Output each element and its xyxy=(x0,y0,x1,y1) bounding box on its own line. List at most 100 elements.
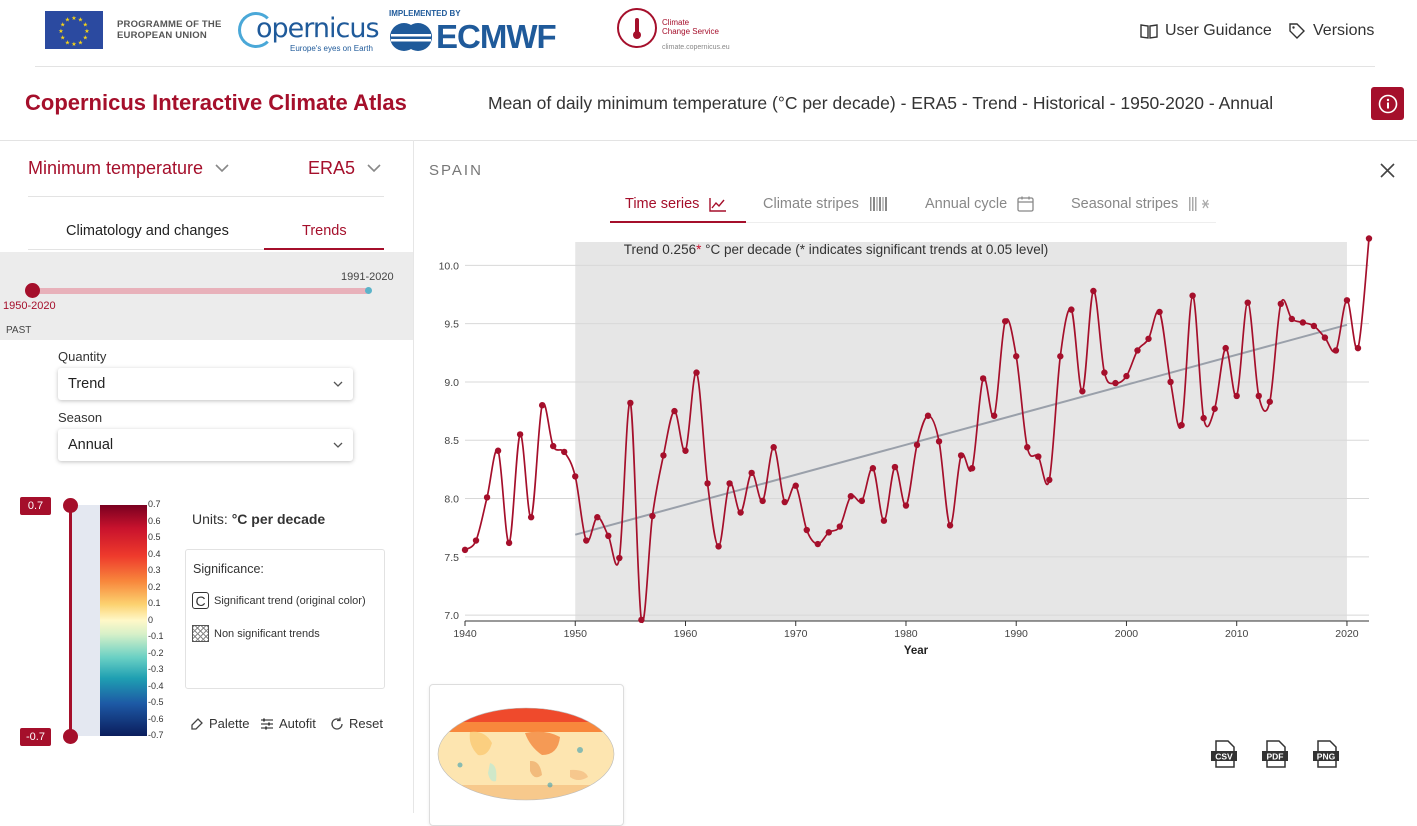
svg-text:★: ★ xyxy=(71,15,76,22)
colorbar-tick: -0.3 xyxy=(148,664,164,674)
nonsignificant-label: Non significant trends xyxy=(214,627,320,640)
book-icon xyxy=(1140,24,1158,39)
data-point xyxy=(494,447,502,454)
data-point xyxy=(461,546,469,554)
data-point xyxy=(737,509,744,516)
colorbar-range-bg xyxy=(70,505,100,736)
dataset-dropdown[interactable]: ERA5 xyxy=(308,158,381,179)
colorbar-tick: -0.7 xyxy=(148,730,164,740)
svg-text:★: ★ xyxy=(65,39,70,46)
y-axis-ticks: 7.0 7.5 8.0 8.5 9.0 9.5 10.0 xyxy=(439,260,460,622)
c3s-logo xyxy=(617,8,657,48)
quantity-label: Quantity xyxy=(58,349,107,364)
data-point xyxy=(538,402,546,409)
x-axis-ticks: 1940 1950 1960 1970 1980 1990 2000 2010 2020 xyxy=(453,621,1359,640)
app-title: Copernicus Interactive Climate Atlas xyxy=(25,90,407,115)
data-point xyxy=(1145,335,1152,342)
autofit-button[interactable]: Autofit xyxy=(260,716,316,731)
data-point xyxy=(549,442,557,450)
period-slider-track[interactable] xyxy=(32,288,369,294)
variable-dropdown[interactable]: Minimum temperature xyxy=(28,158,229,179)
chart-tab-active-indicator xyxy=(610,221,746,223)
tab-climate-stripes[interactable]: Climate stripes xyxy=(763,196,889,212)
data-point xyxy=(759,497,766,505)
quantity-select[interactable]: Trend xyxy=(58,368,353,400)
download-png-button[interactable]: PNG xyxy=(1312,740,1340,768)
tab-seasonal-stripes[interactable]: Seasonal stripes xyxy=(1071,196,1210,212)
seasonal-stripes-icon xyxy=(1189,197,1210,211)
versions-link[interactable]: Versions xyxy=(1288,22,1374,40)
trend-annotation-star: * xyxy=(696,242,702,257)
autofit-label: Autofit xyxy=(279,716,316,731)
data-point xyxy=(1167,378,1174,386)
download-csv-button[interactable]: CSV xyxy=(1210,740,1238,768)
data-point xyxy=(770,444,777,451)
hatch-icon xyxy=(192,625,209,642)
y-tick-label: 10.0 xyxy=(439,260,460,272)
data-point xyxy=(638,616,645,624)
x-tick-label: 2020 xyxy=(1335,628,1359,640)
y-tick-label: 8.5 xyxy=(444,435,459,447)
download-pdf-button[interactable]: PDF xyxy=(1261,740,1289,768)
user-guidance-link[interactable]: User Guidance xyxy=(1140,22,1272,40)
data-point xyxy=(682,447,689,454)
colorbar-tick: -0.6 xyxy=(148,713,164,724)
data-point xyxy=(1101,369,1108,376)
significant-label: Significant trend (original color) xyxy=(214,594,366,607)
info-button[interactable] xyxy=(1371,87,1404,120)
tab-time-series[interactable]: Time series xyxy=(625,196,727,212)
c3s-url: climate.copernicus.eu xyxy=(662,44,730,51)
chevron-down-icon xyxy=(333,442,343,448)
data-point xyxy=(935,438,943,445)
colorbar-min-handle[interactable] xyxy=(63,729,78,744)
data-point xyxy=(527,514,535,521)
trend-line xyxy=(574,323,1348,536)
copernicus-tagline: Europe's eyes on Earth xyxy=(290,44,373,53)
data-point xyxy=(693,369,700,376)
data-point xyxy=(781,498,788,506)
implemented-by: IMPLEMENTED BY xyxy=(389,9,461,18)
colorbar-range-rail[interactable] xyxy=(69,505,72,736)
x-tick-label: 1990 xyxy=(1005,628,1029,640)
colorbar-max-handle[interactable] xyxy=(63,498,78,513)
chart-tabs-baseline xyxy=(610,222,1216,223)
data-point xyxy=(1035,453,1042,460)
tab-annual-cycle[interactable]: Annual cycle xyxy=(925,196,1034,212)
y-tick-label: 7.5 xyxy=(444,552,459,564)
svg-text:★: ★ xyxy=(83,22,88,29)
data-point xyxy=(946,522,954,529)
png-file-icon: PNG xyxy=(1313,740,1339,768)
svg-text:★: ★ xyxy=(83,35,88,42)
sliders-icon xyxy=(261,718,273,729)
reset-button[interactable]: Reset xyxy=(330,716,383,731)
barcode-icon xyxy=(869,197,887,211)
data-point xyxy=(1123,372,1130,380)
close-button[interactable] xyxy=(1380,158,1395,184)
trend-annotation: Trend 0.256* °C per decade (* indicates … xyxy=(624,242,1048,257)
svg-text:★: ★ xyxy=(71,41,76,48)
data-point xyxy=(748,469,755,477)
palette-button[interactable]: Palette xyxy=(190,716,249,731)
colorbar-tick: -0.1 xyxy=(148,631,164,641)
map-thumbnail[interactable] xyxy=(429,684,624,826)
tab-trends[interactable]: Trends xyxy=(302,223,347,239)
data-point xyxy=(1299,319,1307,326)
data-point xyxy=(880,517,888,524)
x-tick-label: 1970 xyxy=(784,628,808,640)
data-point xyxy=(1178,421,1185,429)
period-slider-handle[interactable] xyxy=(25,283,40,298)
time-series-chart[interactable]: 7.07.58.08.59.09.510.0 1940 1950 1960 1970 1… xyxy=(425,232,1410,662)
page-title: Mean of daily minimum temperature (°C pe… xyxy=(488,93,1274,113)
tab-active-indicator xyxy=(264,248,384,250)
data-point xyxy=(605,532,612,540)
data-point xyxy=(913,441,921,449)
copernicus-logo: opernicus xyxy=(256,13,380,44)
season-select[interactable]: Annual xyxy=(58,429,353,461)
data-point xyxy=(803,526,810,534)
quantity-value: Trend xyxy=(68,376,106,392)
tab-climatology[interactable]: Climatology and changes xyxy=(66,223,229,239)
chevron-down-icon xyxy=(367,164,381,173)
colorbar-tick: 0.4 xyxy=(148,548,161,559)
data-point xyxy=(1068,306,1075,313)
units-label: Units: xyxy=(192,511,228,527)
